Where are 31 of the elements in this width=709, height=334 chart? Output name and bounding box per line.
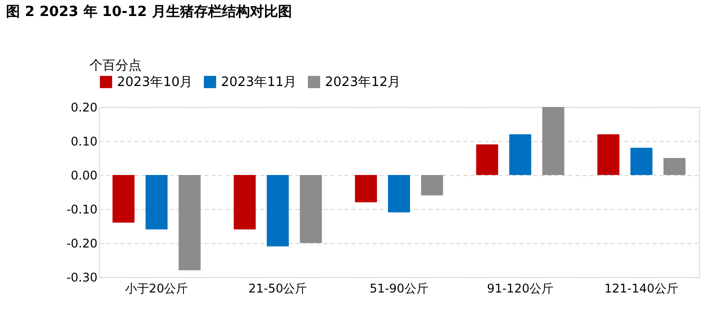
y-tick-label: -0.10 [66, 202, 98, 216]
bar [234, 175, 256, 230]
x-tick-label: 小于20公斤 [124, 282, 188, 296]
x-tick-label: 51-90公斤 [370, 282, 428, 296]
bar [476, 144, 498, 175]
x-tick-label: 121-140公斤 [604, 282, 678, 296]
y-tick-label: -0.30 [66, 270, 98, 284]
bar [178, 175, 201, 270]
legend-label: 2023年10月 [117, 75, 193, 90]
bar [421, 175, 444, 196]
bar [146, 175, 168, 230]
x-tick-label: 91-120公斤 [486, 282, 554, 296]
chart-title: 图 2 2023 年 10-12 月生猪存栏结构对比图 [6, 4, 292, 20]
bar [663, 158, 686, 175]
bar [354, 175, 377, 202]
bar [266, 175, 289, 246]
bar [388, 175, 410, 212]
bar [597, 134, 620, 175]
bar [542, 107, 564, 175]
y-tick-label: -0.20 [66, 236, 98, 250]
y-axis-title: 个百分点 [90, 58, 142, 74]
bar [300, 175, 322, 243]
bar [112, 175, 135, 223]
legend-label: 2023年11月 [221, 75, 297, 90]
x-tick-label: 21-50公斤 [248, 282, 308, 296]
y-tick-label: 0.00 [70, 168, 98, 182]
legend-label: 2023年12月 [325, 75, 401, 90]
bar [509, 134, 532, 175]
y-tick-label: 0.20 [70, 100, 98, 114]
bar [630, 148, 652, 175]
y-tick-label: 0.10 [70, 134, 98, 148]
